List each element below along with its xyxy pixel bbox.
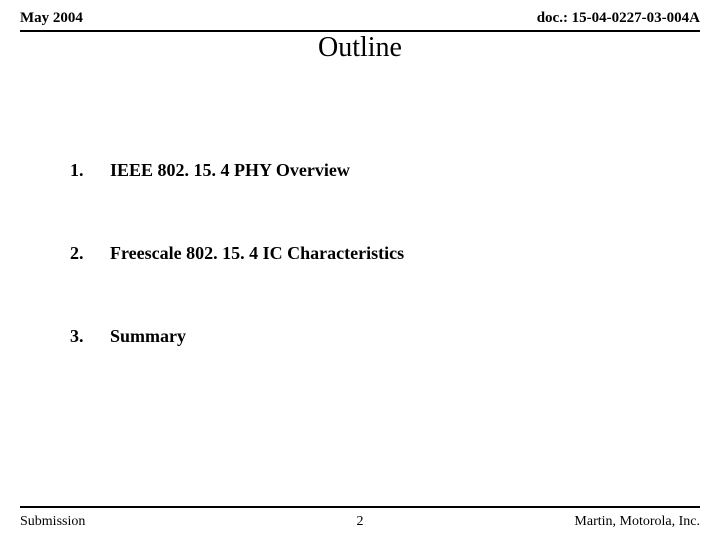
outline-number: 3.: [70, 326, 110, 347]
header-doc-ref: doc.: 15-04-0227-03-004A: [537, 10, 700, 27]
footer-author: Martin, Motorola, Inc.: [574, 514, 700, 530]
outline-number: 1.: [70, 160, 110, 181]
header-date: May 2004: [20, 10, 83, 27]
slide-header: May 2004 doc.: 15-04-0227-03-004A: [20, 10, 700, 27]
slide-title: Outline: [0, 32, 720, 64]
outline-text: Summary: [110, 326, 186, 347]
footer-left: Submission: [20, 514, 85, 530]
outline-item: 3. Summary: [70, 326, 680, 347]
outline-text: Freescale 802. 15. 4 IC Characteristics: [110, 243, 404, 264]
outline-number: 2.: [70, 243, 110, 264]
outline-list: 1. IEEE 802. 15. 4 PHY Overview 2. Frees…: [70, 160, 680, 409]
outline-item: 1. IEEE 802. 15. 4 PHY Overview: [70, 160, 680, 181]
outline-item: 2. Freescale 802. 15. 4 IC Characteristi…: [70, 243, 680, 264]
outline-text: IEEE 802. 15. 4 PHY Overview: [110, 160, 350, 181]
slide-footer: Submission 2 Martin, Motorola, Inc.: [20, 514, 700, 530]
footer-rule: [20, 506, 700, 508]
